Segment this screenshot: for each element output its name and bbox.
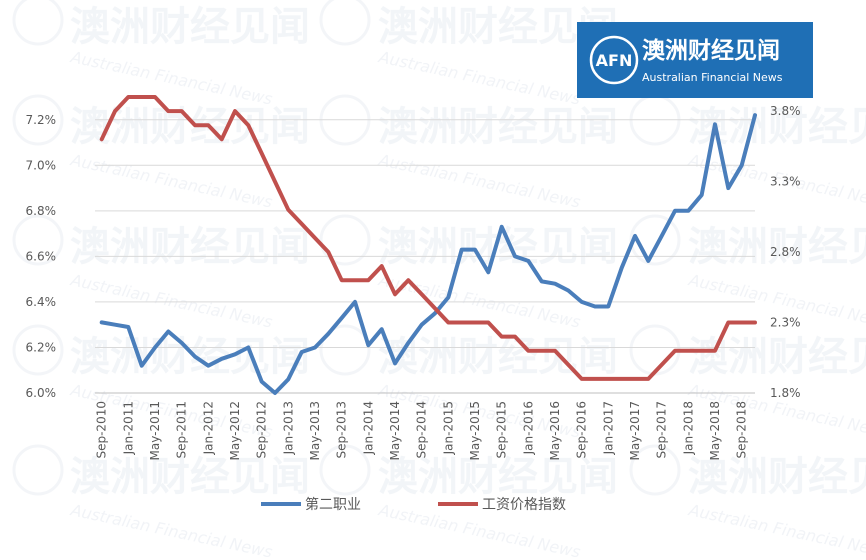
- x-tick-label: May-2013: [308, 401, 322, 460]
- svg-text:澳洲财经见闻: 澳洲财经见闻: [70, 454, 310, 500]
- x-tick-label: May-2016: [548, 401, 562, 460]
- svg-text:澳洲财经见闻: 澳洲财经见闻: [688, 334, 866, 380]
- left-axis: 6.0% 6.2% 6.4% 6.6% 6.8% 7.0% 7.2%: [26, 113, 57, 400]
- x-tick-label: Sep-2015: [495, 401, 509, 459]
- logo-mark: AFN: [596, 51, 633, 70]
- svg-text:澳洲财经见闻: 澳洲财经见闻: [378, 454, 618, 500]
- x-tick-label: May-2015: [468, 401, 482, 460]
- right-axis: 1.8% 2.3% 2.8% 3.3% 3.8%: [770, 104, 801, 400]
- svg-text:Australian Financial News: Australian Financial News: [686, 500, 866, 560]
- left-tick-label: 6.6%: [26, 249, 57, 263]
- x-tick-label: Jan-2016: [521, 401, 535, 455]
- right-tick-label: 2.8%: [770, 245, 801, 259]
- x-tick-label: Sep-2013: [335, 401, 349, 459]
- svg-text:澳洲财经见闻: 澳洲财经见闻: [70, 104, 310, 150]
- svg-text:澳洲财经见闻: 澳洲财经见闻: [688, 224, 866, 270]
- left-tick-label: 7.0%: [26, 158, 57, 172]
- svg-text:Australian Financial News: Australian Financial News: [68, 150, 274, 212]
- left-tick-label: 6.4%: [26, 295, 57, 309]
- x-tick-label: May-2017: [628, 401, 642, 460]
- legend: 第二职业 工资价格指数: [261, 496, 566, 513]
- x-tick-label: Jan-2011: [121, 401, 135, 455]
- x-tick-label: Sep-2016: [575, 401, 589, 459]
- x-tick-label: May-2011: [148, 401, 162, 460]
- x-tick-label: Jan-2014: [361, 401, 375, 455]
- svg-text:Australian Financial News: Australian Financial News: [376, 47, 582, 109]
- logo-circle-icon: [589, 35, 639, 85]
- x-tick-label: Sep-2018: [735, 401, 749, 459]
- svg-text:澳洲财经见闻: 澳洲财经见闻: [70, 224, 310, 270]
- right-tick-label: 2.3%: [770, 316, 801, 330]
- gridlines: [95, 119, 755, 348]
- x-tick-label: Jan-2012: [201, 401, 215, 455]
- logo-name-cn: 澳洲财经见闻: [642, 37, 780, 64]
- x-tick-label: May-2012: [228, 401, 242, 460]
- svg-text:Australian Financial News: Australian Financial News: [68, 47, 274, 109]
- left-tick-label: 7.2%: [26, 113, 57, 127]
- x-tick-label: May-2018: [708, 401, 722, 460]
- svg-text:澳洲财经见闻: 澳洲财经见闻: [70, 334, 310, 380]
- svg-text:澳洲财经见闻: 澳洲财经见闻: [378, 334, 618, 380]
- right-tick-label: 1.8%: [770, 386, 801, 400]
- svg-text:澳洲财经见闻: 澳洲财经见闻: [688, 454, 866, 500]
- series-layer: [99, 95, 757, 395]
- right-tick-label: 3.8%: [770, 104, 801, 118]
- svg-text:Australian Financial News: Australian Financial News: [68, 270, 274, 332]
- svg-text:澳洲财经见闻: 澳洲财经见闻: [378, 104, 618, 150]
- x-tick-label: May-2014: [388, 401, 402, 460]
- x-tick-label: Sep-2014: [415, 401, 429, 459]
- left-tick-label: 6.0%: [26, 386, 57, 400]
- left-tick-label: 6.2%: [26, 340, 57, 354]
- x-tick-label: Jan-2017: [601, 401, 615, 455]
- legend-label-wage-index: 工资价格指数: [482, 497, 566, 513]
- x-tick-label: Sep-2012: [255, 401, 269, 459]
- svg-text:Australian Financial News: Australian Financial News: [68, 500, 274, 560]
- x-tick-label: Sep-2010: [95, 401, 109, 459]
- svg-text:澳洲财经见闻: 澳洲财经见闻: [70, 4, 310, 50]
- logo-background: [577, 22, 813, 98]
- x-tick-label: Sep-2017: [655, 401, 669, 459]
- x-tick-label: Jan-2018: [681, 401, 695, 455]
- x-tick-label: Jan-2015: [441, 401, 455, 455]
- logo-name-en: Australian Financial News: [642, 71, 783, 84]
- legend-label-secondary-job: 第二职业: [305, 496, 361, 513]
- x-tick-label: Jan-2013: [281, 401, 295, 455]
- x-tick-label: Sep-2011: [175, 401, 189, 459]
- afn-logo: AFN 澳洲财经见闻 Australian Financial News: [577, 22, 813, 98]
- svg-text:澳洲财经见闻: 澳洲财经见闻: [378, 224, 618, 270]
- series-line-secondary-job: [99, 113, 757, 395]
- left-tick-label: 6.8%: [26, 204, 57, 218]
- x-axis: Sep-2010 Jan-2011 May-2011 Sep-2011 Jan-2012…: [95, 401, 749, 460]
- series-line-wage-index: [99, 95, 757, 381]
- right-tick-label: 3.3%: [770, 175, 801, 189]
- svg-text:Australian Financial News: Australian Financial News: [376, 150, 582, 212]
